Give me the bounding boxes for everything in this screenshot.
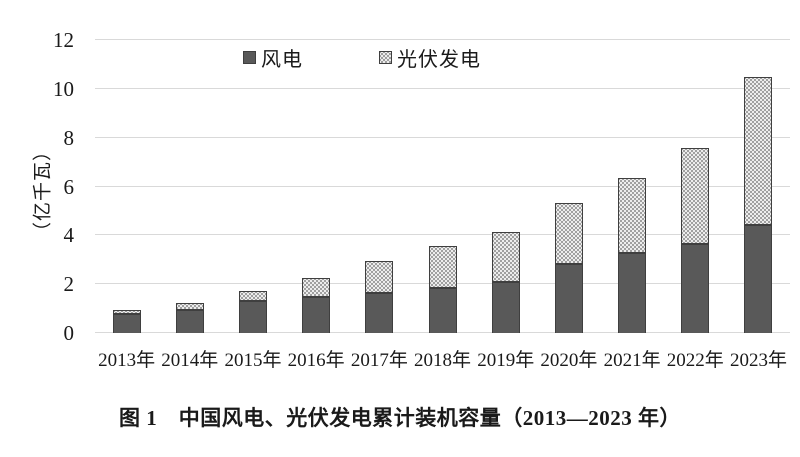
x-tick-label: 2020年 bbox=[540, 350, 598, 371]
gridline bbox=[95, 185, 790, 187]
solar-segment bbox=[491, 231, 520, 282]
bar-2020年 bbox=[537, 40, 600, 333]
wind-segment bbox=[175, 309, 204, 333]
bar-2023年 bbox=[727, 40, 790, 333]
x-tick-label: 2016年 bbox=[287, 350, 345, 371]
solar-segment bbox=[744, 76, 773, 226]
x-tick-label: 2023年 bbox=[729, 350, 787, 371]
solar-segment bbox=[554, 202, 583, 265]
plot-area bbox=[95, 39, 790, 333]
solar-segment bbox=[175, 302, 204, 310]
solar-segment bbox=[302, 277, 331, 297]
bar-2014年 bbox=[158, 40, 221, 333]
x-tick-label: 2013年 bbox=[98, 350, 156, 371]
wind-segment bbox=[238, 301, 267, 333]
y-tick-label: 10 bbox=[53, 76, 74, 101]
legend: 风电 光伏发电 bbox=[243, 43, 481, 72]
wind-swatch-icon bbox=[243, 51, 256, 64]
solar-swatch-icon bbox=[379, 51, 392, 64]
gridline bbox=[95, 136, 790, 138]
x-tick-label: 2022年 bbox=[666, 350, 724, 371]
solar-segment bbox=[618, 178, 647, 253]
gridline bbox=[95, 234, 790, 236]
gridline bbox=[95, 39, 790, 40]
y-tick-label: 2 bbox=[63, 272, 75, 297]
bar-2017年 bbox=[348, 40, 411, 333]
wind-segment bbox=[618, 252, 647, 333]
y-tick-label: 6 bbox=[63, 174, 75, 199]
x-tick-label: 2018年 bbox=[414, 350, 472, 371]
y-tick-label: 0 bbox=[63, 321, 75, 345]
wind-segment bbox=[744, 225, 773, 333]
wind-segment bbox=[302, 296, 331, 333]
solar-segment bbox=[112, 309, 141, 315]
x-tick-label: 2021年 bbox=[603, 350, 661, 371]
gridline bbox=[95, 87, 790, 89]
bars-layer bbox=[95, 40, 790, 333]
figure-caption: 图 1 中国风电、光伏发电累计装机容量（2013—2023 年） bbox=[119, 406, 681, 430]
wind-segment bbox=[365, 292, 394, 333]
wind-segment bbox=[554, 264, 583, 333]
wind-segment bbox=[428, 288, 457, 333]
solar-segment bbox=[681, 147, 710, 244]
bar-2019年 bbox=[474, 40, 537, 333]
x-tick-label: 2019年 bbox=[477, 350, 535, 371]
x-tick-label: 2014年 bbox=[161, 350, 219, 371]
solar-segment bbox=[365, 261, 394, 293]
bar-2013年 bbox=[95, 40, 158, 333]
x-tick-label: 2015年 bbox=[224, 350, 282, 371]
legend-item-solar: 光伏发电 bbox=[379, 43, 481, 72]
solar-segment bbox=[428, 245, 457, 289]
bar-2021年 bbox=[601, 40, 664, 333]
y-tick-label: 8 bbox=[63, 125, 75, 150]
legend-item-wind: 风电 bbox=[243, 43, 303, 72]
bar-2015年 bbox=[221, 40, 284, 333]
wind-segment bbox=[681, 243, 710, 333]
bar-2018年 bbox=[411, 40, 474, 333]
solar-segment bbox=[238, 290, 267, 302]
y-tick-label: 4 bbox=[63, 223, 75, 248]
wind-segment bbox=[112, 314, 141, 333]
legend-label-wind: 风电 bbox=[261, 49, 303, 71]
x-axis-tick-labels: 2013年 2014年 2015年 2016年 2017年 2018年 2019年 2020年… bbox=[95, 345, 790, 372]
y-tick-label: 12 bbox=[53, 28, 74, 52]
wind-segment bbox=[491, 281, 520, 333]
bar-2016年 bbox=[285, 40, 348, 333]
x-tick-label: 2017年 bbox=[350, 350, 408, 371]
legend-label-solar: 光伏发电 bbox=[397, 49, 481, 71]
bar-2022年 bbox=[664, 40, 727, 333]
